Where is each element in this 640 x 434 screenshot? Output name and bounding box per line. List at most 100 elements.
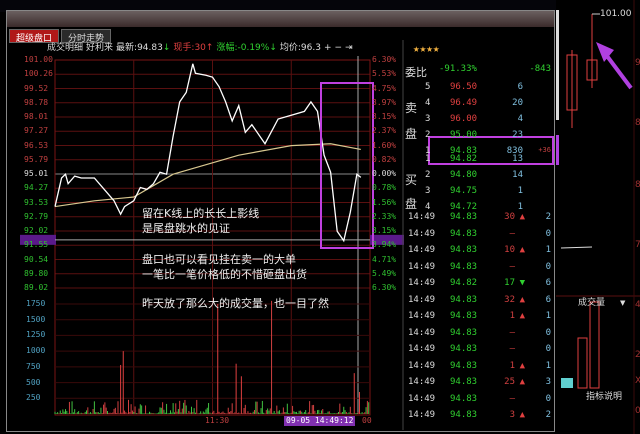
ask-price: 95.00 bbox=[450, 130, 478, 140]
tick-count: 0 bbox=[545, 393, 551, 404]
tick-volume: 32 bbox=[504, 294, 515, 305]
kline-axis-tick: X1 bbox=[635, 376, 640, 386]
tick-time: 14:49 bbox=[408, 212, 436, 222]
kline-axis-tick: 72 bbox=[635, 240, 640, 250]
avg-label: 均价: bbox=[279, 43, 301, 53]
tick-time: 14:49 bbox=[408, 261, 436, 272]
tab-super-orderbook[interactable]: 超级盘口 bbox=[9, 29, 60, 44]
level: 3 bbox=[425, 186, 431, 196]
zoom-out-button[interactable]: − bbox=[334, 43, 343, 53]
down-arrow-icon: ▼ bbox=[519, 278, 525, 288]
volume-indicator-dropdown[interactable]: 成交量 bbox=[578, 298, 606, 308]
tick-price: 94.83 bbox=[450, 311, 478, 321]
pct-tick: 4.75% bbox=[372, 83, 397, 93]
price-tick: 99.52 bbox=[24, 83, 49, 93]
order-ratio-row: 委比 -91.33% -843 bbox=[405, 64, 553, 79]
level: 1 bbox=[425, 146, 431, 156]
volume-tick: 1500 bbox=[26, 314, 46, 324]
pct-highlight bbox=[370, 234, 404, 245]
pct-tick: 1.60% bbox=[372, 140, 397, 150]
title-bar[interactable] bbox=[7, 11, 554, 27]
tick-time: 14:49 bbox=[408, 377, 436, 387]
up-arrow-icon: ▲ bbox=[519, 294, 525, 305]
scrollbar-thumb[interactable] bbox=[556, 135, 559, 165]
pct-tick: 6.30% bbox=[372, 55, 397, 64]
tick-row: 14:49 94.83 – 0 bbox=[405, 394, 553, 408]
price-tick: 97.27 bbox=[24, 126, 49, 136]
pct-tick: 3.15% bbox=[372, 226, 397, 235]
ask-row: 5 96.50 6 bbox=[405, 82, 553, 96]
ratio-value: -91.33% bbox=[439, 64, 477, 74]
tick-count: 0 bbox=[545, 344, 551, 354]
pct-tick: 0.00% bbox=[372, 169, 397, 178]
price-tick: 101.00 bbox=[24, 55, 53, 64]
price-tick: 92.02 bbox=[24, 226, 49, 235]
tick-row: 14:49 94.83 – 0 bbox=[405, 229, 553, 243]
pct-tick: 2.33% bbox=[372, 211, 397, 221]
tick-price: 94.82 bbox=[450, 278, 478, 288]
scrollbar[interactable] bbox=[556, 10, 559, 120]
down-arrow-icon: ↓ bbox=[269, 43, 277, 53]
pct-tick: 1.56% bbox=[372, 197, 397, 207]
tick-count: 0 bbox=[545, 327, 551, 338]
tick-price: 94.83 bbox=[450, 245, 478, 255]
kline-axis-tick: 80 bbox=[635, 180, 640, 190]
bid-row: 3 94.75 1 bbox=[405, 186, 553, 200]
annotation-1: 留在K线上的长长上影线 是尾盘跳水的见证 bbox=[142, 206, 259, 236]
high-price-label: 101.00 bbox=[600, 9, 632, 19]
price-tick: 91.55 bbox=[24, 240, 49, 250]
up-arrow-icon: ▲ bbox=[519, 212, 525, 222]
bid-row: 4 94.72 1 bbox=[405, 202, 553, 216]
tick-time: 14:49 bbox=[408, 278, 436, 288]
level: 1 bbox=[425, 154, 431, 164]
ask-volume: 830 bbox=[506, 146, 523, 156]
ask-price: 94.83 bbox=[450, 146, 478, 156]
tick-count: 1 bbox=[545, 311, 551, 321]
tick-price: 94.83 bbox=[450, 393, 478, 404]
tab-intraday[interactable]: 分时走势 bbox=[61, 29, 112, 44]
up-arrow-icon: ▲ bbox=[519, 311, 525, 321]
tick-volume: – bbox=[509, 393, 515, 404]
tick-time: 14:49 bbox=[408, 294, 436, 305]
tick-price: 94.83 bbox=[450, 360, 478, 371]
buy-char: 买 bbox=[405, 173, 418, 187]
tick-time: 14:49 bbox=[408, 360, 436, 371]
tick-price: 94.83 bbox=[450, 212, 478, 222]
volume-tick: 1000 bbox=[26, 346, 46, 356]
pan-char: 盘 bbox=[405, 127, 418, 141]
avg-price-line bbox=[54, 143, 361, 208]
highlight-box-orderbook bbox=[428, 136, 554, 165]
price-tick: 98.01 bbox=[24, 112, 49, 121]
stock-window: 超级盘口 分时走势 成交明细 好利来 最新:94.83↓ 现手:30↑ 涨幅:-… bbox=[6, 10, 555, 432]
pct-tick: 0.78% bbox=[372, 183, 397, 193]
tick-count: 2 bbox=[545, 212, 551, 222]
trade-detail-link[interactable]: 成交明细 bbox=[47, 43, 84, 53]
rating-stars: ★★★★ bbox=[413, 42, 440, 55]
tick-price: 94.83 bbox=[450, 327, 478, 338]
up-arrow-icon: ▲ bbox=[519, 377, 525, 387]
pct-tick: 3.94% bbox=[372, 240, 397, 250]
bid-price: 94.80 bbox=[450, 170, 478, 180]
tick-row: 14:49 94.82 17 6 ▼ bbox=[405, 278, 553, 292]
indicator-help-button[interactable]: 指标说明 bbox=[586, 392, 623, 402]
tick-volume: – bbox=[509, 228, 515, 239]
ask-volume: 4 bbox=[517, 114, 523, 124]
volume-tick: 500 bbox=[26, 377, 41, 387]
ratio-diff: -843 bbox=[529, 64, 551, 74]
tab-bar: 超级盘口 分时走势 bbox=[9, 29, 112, 44]
price-line bbox=[54, 63, 362, 243]
bid-price: 94.82 bbox=[450, 154, 478, 164]
price-tick: 94.27 bbox=[24, 183, 49, 193]
ma-line bbox=[560, 246, 593, 249]
tick-price: 94.83 bbox=[450, 410, 478, 420]
jump-end-button[interactable]: ⇥ bbox=[345, 43, 353, 53]
chevron-down-icon[interactable]: ▼ bbox=[620, 299, 626, 307]
pct-tick: 5.53% bbox=[372, 69, 397, 79]
tick-price: 94.83 bbox=[450, 377, 478, 387]
tick-time: 14:49 bbox=[408, 344, 436, 354]
tick-count: 1 bbox=[545, 245, 551, 255]
tick-volume: 1 bbox=[509, 311, 515, 321]
zoom-in-button[interactable]: + bbox=[323, 43, 332, 53]
